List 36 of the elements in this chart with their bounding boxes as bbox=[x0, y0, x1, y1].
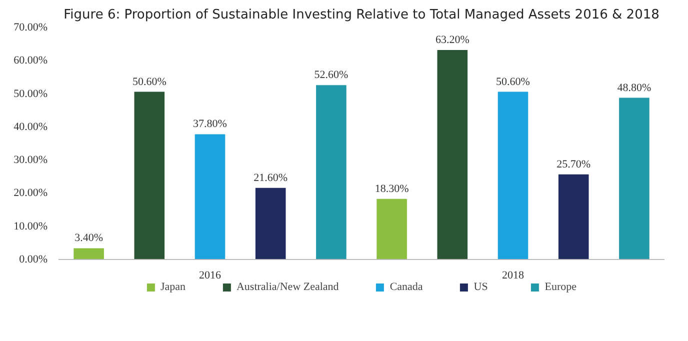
y-tick-label: 20.00% bbox=[14, 187, 48, 200]
bar bbox=[498, 92, 528, 260]
bar bbox=[558, 174, 589, 260]
legend-label: US bbox=[474, 281, 489, 293]
legend-label: Australia/New Zealand bbox=[236, 281, 339, 293]
x-tick-label: 2016 bbox=[199, 270, 222, 282]
x-tick-label: 2018 bbox=[502, 270, 524, 282]
data-label: 18.30% bbox=[374, 182, 409, 195]
y-tick-label: 10.00% bbox=[14, 220, 48, 232]
y-tick-label: 30.00% bbox=[14, 154, 48, 166]
data-label: 21.60% bbox=[254, 172, 288, 184]
data-label: 3.40% bbox=[74, 232, 104, 244]
bar bbox=[255, 188, 286, 260]
bar bbox=[619, 98, 650, 260]
legend-label: Japan bbox=[160, 281, 186, 293]
y-tick-label: 0.00% bbox=[19, 254, 48, 266]
data-label: 52.60% bbox=[314, 69, 348, 82]
bar bbox=[74, 248, 104, 260]
legend-label: Europe bbox=[544, 281, 577, 293]
legend-label: Canada bbox=[390, 281, 423, 293]
bar bbox=[134, 92, 165, 260]
chart-title: Figure 6: Proportion of Sustainable Investing Relative to Total Managed Assets 2016 & 2018 bbox=[64, 8, 660, 22]
bar bbox=[316, 85, 346, 260]
data-label: 37.80% bbox=[193, 118, 227, 130]
data-label: 48.80% bbox=[617, 82, 652, 94]
data-label: 50.60% bbox=[132, 76, 166, 88]
bar bbox=[194, 134, 226, 260]
bar bbox=[437, 50, 468, 260]
data-label: 50.60% bbox=[496, 76, 530, 88]
y-tick-label: 40.00% bbox=[14, 120, 48, 133]
data-label: 25.70% bbox=[556, 158, 591, 170]
y-tick-label: 60.00% bbox=[14, 54, 48, 67]
y-tick-label: 50.00% bbox=[14, 88, 48, 100]
bar bbox=[376, 198, 407, 260]
data-label: 63.20% bbox=[435, 34, 470, 46]
y-tick-label: 70.00% bbox=[14, 22, 48, 34]
